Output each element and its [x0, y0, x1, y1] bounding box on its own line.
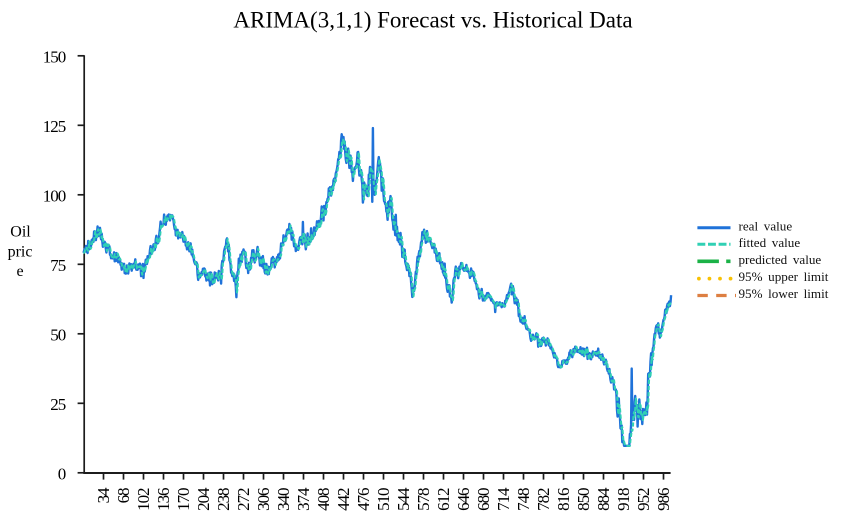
- svg-text:100: 100: [43, 186, 66, 205]
- svg-text:25: 25: [50, 395, 66, 414]
- svg-text:fitted value: fitted value: [739, 235, 801, 250]
- svg-text:714: 714: [494, 487, 513, 511]
- svg-text:170: 170: [174, 488, 193, 511]
- svg-text:680: 680: [474, 488, 493, 511]
- svg-text:578: 578: [414, 488, 433, 511]
- svg-text:510: 510: [374, 488, 393, 511]
- svg-text:612: 612: [434, 488, 453, 511]
- svg-text:918: 918: [614, 488, 633, 511]
- svg-text:204: 204: [194, 487, 213, 511]
- svg-text:850: 850: [574, 488, 593, 511]
- svg-text:306: 306: [254, 488, 273, 511]
- svg-text:real value: real value: [739, 218, 793, 233]
- svg-text:544: 544: [394, 487, 413, 511]
- svg-text:476: 476: [354, 488, 373, 511]
- svg-text:646: 646: [454, 488, 473, 511]
- svg-text:102: 102: [134, 488, 153, 511]
- svg-text:408: 408: [314, 488, 333, 511]
- svg-text:ARIMA(3,1,1) Forecast vs. Hist: ARIMA(3,1,1) Forecast vs. Historical Dat…: [233, 7, 632, 32]
- svg-text:884: 884: [594, 487, 613, 511]
- svg-text:0: 0: [58, 464, 66, 483]
- svg-text:50: 50: [50, 325, 66, 344]
- svg-text:Oil: Oil: [10, 224, 31, 241]
- svg-text:238: 238: [214, 488, 233, 511]
- svg-text:986: 986: [654, 488, 673, 511]
- svg-text:68: 68: [114, 488, 133, 503]
- svg-text:95% upper limit: 95% upper limit: [739, 269, 829, 284]
- svg-text:816: 816: [554, 488, 573, 511]
- svg-text:442: 442: [334, 488, 353, 511]
- svg-text:95% lower limit: 95% lower limit: [739, 286, 829, 301]
- svg-text:e: e: [16, 263, 23, 280]
- svg-text:340: 340: [274, 488, 293, 511]
- svg-text:pric: pric: [8, 244, 33, 261]
- svg-text:782: 782: [534, 488, 553, 511]
- svg-text:272: 272: [234, 488, 253, 511]
- svg-text:150: 150: [43, 47, 66, 66]
- svg-text:748: 748: [514, 488, 533, 511]
- svg-text:374: 374: [294, 487, 313, 511]
- svg-text:952: 952: [634, 488, 653, 511]
- svg-text:predicted value: predicted value: [739, 252, 822, 267]
- svg-text:75: 75: [50, 256, 66, 275]
- svg-text:136: 136: [154, 488, 173, 511]
- svg-text:34: 34: [94, 487, 113, 503]
- svg-text:125: 125: [43, 117, 66, 136]
